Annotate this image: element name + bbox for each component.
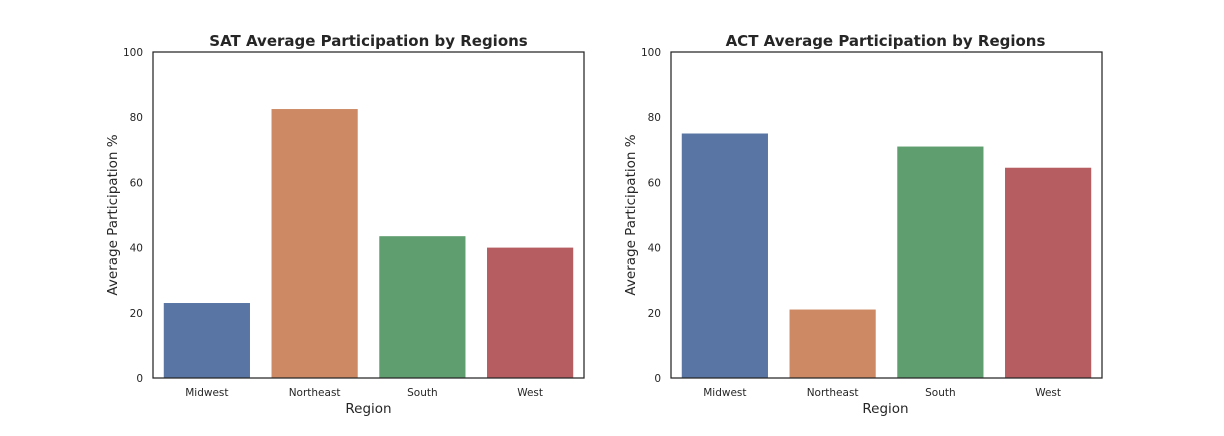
axes-frame bbox=[152, 51, 585, 379]
sat-chart-panel: SAT Average Participation by Regions Reg… bbox=[105, 32, 585, 417]
x-tick-label: Northeast bbox=[807, 387, 859, 399]
act-chart-panel: ACT Average Participation by Regions Reg… bbox=[623, 32, 1103, 417]
y-tick-label: 80 bbox=[648, 112, 661, 124]
chart-title: ACT Average Participation by Regions bbox=[726, 32, 1046, 50]
y-tick-label: 40 bbox=[130, 243, 143, 255]
bar-south bbox=[379, 236, 466, 378]
x-tick-label: Northeast bbox=[289, 387, 341, 399]
y-tick-label: 60 bbox=[648, 177, 661, 189]
y-tick-label: 0 bbox=[654, 373, 661, 385]
x-tick-label: South bbox=[407, 387, 438, 399]
y-tick-label: 60 bbox=[130, 177, 143, 189]
y-tick-label: 0 bbox=[136, 373, 143, 385]
y-axis-label: Average Participation % bbox=[105, 134, 121, 295]
bar-west bbox=[487, 247, 574, 378]
axes-frame bbox=[670, 51, 1103, 379]
bar-northeast bbox=[271, 109, 358, 379]
x-axis-label: Region bbox=[862, 401, 908, 417]
x-tick-label: West bbox=[1035, 387, 1061, 399]
bar-south bbox=[897, 146, 984, 378]
bar-midwest bbox=[163, 303, 250, 378]
y-axis-label: Average Participation % bbox=[623, 134, 639, 295]
y-tick-label: 20 bbox=[130, 308, 143, 320]
x-axis-label: Region bbox=[345, 401, 391, 417]
bar-west bbox=[1005, 167, 1092, 378]
x-tick-label: West bbox=[517, 387, 543, 399]
y-tick-label: 100 bbox=[123, 47, 143, 59]
x-tick-label: Midwest bbox=[703, 387, 746, 399]
bar-northeast bbox=[789, 309, 876, 378]
bar-midwest bbox=[681, 133, 768, 378]
y-tick-label: 80 bbox=[130, 112, 143, 124]
chart-title: SAT Average Participation by Regions bbox=[209, 32, 528, 50]
y-tick-label: 40 bbox=[648, 243, 661, 255]
x-tick-label: South bbox=[925, 387, 956, 399]
y-tick-label: 100 bbox=[641, 47, 661, 59]
y-tick-label: 20 bbox=[648, 308, 661, 320]
x-tick-label: Midwest bbox=[185, 387, 228, 399]
